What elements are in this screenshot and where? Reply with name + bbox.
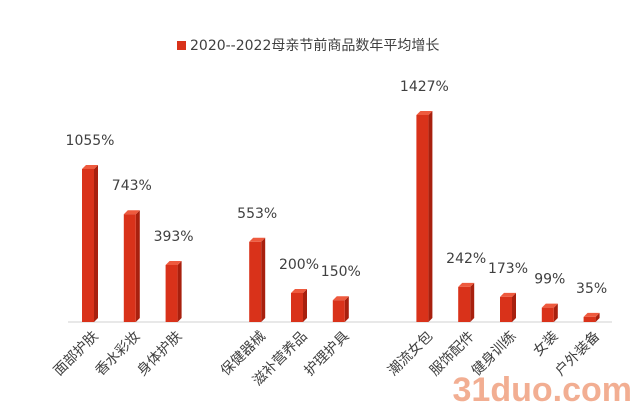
bar-top — [416, 111, 433, 115]
bar — [291, 292, 303, 322]
bar-side — [595, 312, 600, 322]
value-label: 393% — [154, 229, 194, 245]
bar-side — [177, 260, 182, 322]
value-label: 242% — [446, 251, 486, 267]
value-label: 200% — [279, 257, 319, 273]
bar-top — [82, 164, 98, 169]
bar-top — [165, 260, 182, 265]
x-tick-label: 身体护肤 — [134, 328, 185, 379]
bar-side — [470, 282, 475, 322]
legend-swatch — [177, 41, 186, 50]
bar — [332, 300, 345, 322]
x-tick-label: 护理护具 — [302, 328, 353, 379]
value-label: 35% — [576, 281, 607, 297]
bar — [458, 286, 471, 322]
bar — [249, 241, 262, 322]
bar-top — [291, 288, 307, 293]
bar — [416, 115, 429, 322]
value-label: 150% — [321, 264, 361, 280]
bar-top — [458, 282, 475, 287]
x-tick-label: 女装 — [530, 328, 562, 360]
value-label: 173% — [488, 261, 528, 277]
bar-side — [553, 303, 558, 322]
value-label: 1055% — [66, 133, 115, 149]
bar-side — [428, 111, 433, 322]
bar — [541, 307, 554, 322]
bar-side — [261, 237, 266, 322]
x-tick-label: 面部护肤 — [51, 328, 102, 379]
x-tick-label: 香水彩妆 — [93, 328, 144, 379]
bar-side — [94, 164, 98, 322]
bar-top — [500, 292, 516, 297]
bar-side — [135, 210, 140, 322]
value-label: 743% — [112, 178, 152, 194]
watermark: 31duo.com — [453, 371, 632, 409]
bar-side — [512, 292, 516, 322]
x-tick-label: 潮流女包 — [384, 328, 436, 380]
value-label: 1427% — [400, 79, 449, 95]
bar-top — [249, 237, 266, 242]
bar — [583, 316, 596, 322]
bar — [165, 264, 178, 322]
bar — [82, 168, 94, 322]
bar — [500, 296, 512, 322]
bar-side — [344, 296, 349, 322]
value-label: 553% — [237, 206, 277, 222]
bar-top — [123, 210, 140, 215]
legend-label: 2020--2022母亲节前商品数年平均增长 — [190, 37, 439, 54]
bar-top — [541, 303, 558, 308]
bar-side — [303, 288, 307, 322]
value-label: 99% — [534, 272, 565, 288]
bar — [123, 214, 136, 322]
bar-top — [583, 312, 600, 317]
bar-top — [332, 296, 349, 301]
